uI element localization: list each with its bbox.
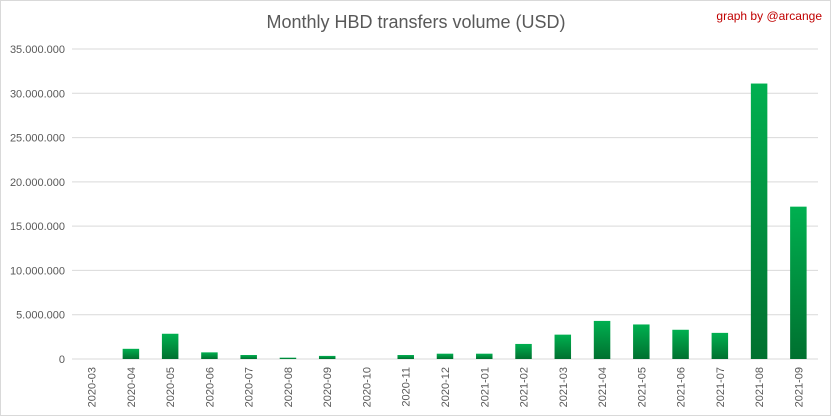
bar-2021-04 bbox=[593, 320, 611, 359]
x-tick-label: 2021-04 bbox=[597, 367, 609, 407]
bar-2021-01 bbox=[476, 353, 493, 359]
gridlines bbox=[72, 48, 818, 360]
y-tick-label: 20.000.000 bbox=[10, 177, 65, 189]
bar-2020-07 bbox=[240, 355, 257, 359]
x-tick-label: 2021-03 bbox=[558, 367, 570, 407]
bar-2020-04 bbox=[122, 348, 140, 359]
x-tick-label: 2020-10 bbox=[361, 367, 373, 407]
bar-2021-09 bbox=[790, 206, 807, 359]
y-tick-label: 30.000.000 bbox=[10, 88, 65, 100]
y-tick-label: 0 bbox=[59, 354, 65, 366]
chart-title: Monthly HBD transfers volume (USD) bbox=[266, 12, 566, 32]
bar-2020-12 bbox=[436, 353, 454, 359]
y-tick-label: 35.000.000 bbox=[10, 44, 65, 56]
x-tick-label: 2020-07 bbox=[244, 367, 256, 407]
y-tick-label: 10.000.000 bbox=[10, 265, 65, 277]
bar-2021-08 bbox=[750, 83, 768, 360]
bar-2021-06 bbox=[672, 329, 689, 359]
x-tick-label: 2020-09 bbox=[322, 367, 334, 407]
x-tick-label: 2021-08 bbox=[754, 367, 766, 407]
x-tick-label: 2021-07 bbox=[715, 367, 727, 407]
x-tick-label: 2020-03 bbox=[87, 367, 99, 407]
x-tick-label: 2020-06 bbox=[204, 367, 216, 407]
y-tick-label: 15.000.000 bbox=[10, 221, 65, 233]
bars bbox=[122, 83, 807, 360]
x-tick-label: 2021-02 bbox=[519, 367, 531, 407]
x-tick-label: 2021-06 bbox=[676, 367, 688, 407]
bar-2020-06 bbox=[201, 352, 218, 359]
bar-2021-07 bbox=[711, 332, 729, 359]
x-tick-label: 2020-11 bbox=[401, 367, 413, 407]
bar-2021-02 bbox=[515, 343, 532, 359]
x-tick-label: 2021-05 bbox=[636, 367, 648, 407]
bar-2020-11 bbox=[397, 355, 414, 359]
bar-2021-03 bbox=[554, 334, 572, 359]
x-tick-label: 2021-09 bbox=[793, 367, 805, 407]
x-tick-label: 2020-04 bbox=[126, 367, 138, 407]
x-tick-label: 2020-05 bbox=[165, 367, 177, 407]
y-tick-labels: 0 5.000.000 10.000.000 15.000.000 20.000.000… bbox=[10, 44, 65, 366]
x-tick-labels: 2020-03 2020-04 2020-05 2020-06 2020-07 2020-… bbox=[87, 367, 806, 407]
x-tick-label: 2020-12 bbox=[440, 367, 452, 407]
bar-2020-09 bbox=[318, 355, 336, 359]
bar-2020-08 bbox=[279, 357, 297, 359]
x-tick-label: 2020-08 bbox=[283, 367, 295, 407]
x-tick-label: 2021-01 bbox=[479, 367, 491, 407]
bar-2021-05 bbox=[633, 324, 650, 359]
y-tick-label: 5.000.000 bbox=[16, 310, 65, 322]
credit-label: graph by @arcange bbox=[716, 9, 822, 23]
bar-2020-05 bbox=[161, 333, 179, 359]
y-tick-label: 25.000.000 bbox=[10, 133, 65, 145]
